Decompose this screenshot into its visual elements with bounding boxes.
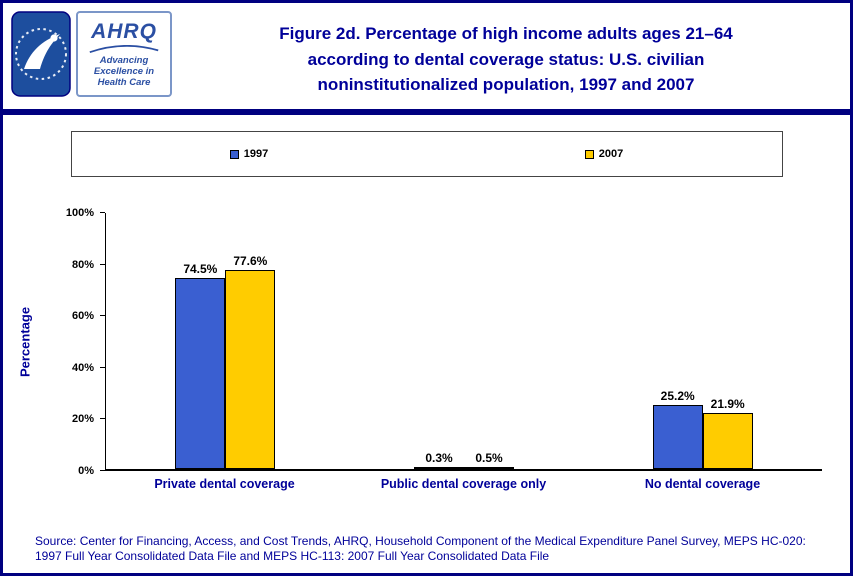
y-tick-label: 80%: [71, 258, 94, 271]
bar-value-label: 0.3%: [425, 451, 453, 465]
logo-group: AHRQ Advancing Excellence in Health Care: [11, 11, 172, 97]
legend-label: 1997: [243, 148, 269, 160]
y-tick-mark: [100, 263, 105, 265]
x-category-label: Public dental coverage only: [380, 477, 547, 491]
x-category-label: No dental coverage: [644, 477, 761, 491]
ahrq-swoosh-icon: [89, 44, 159, 53]
legend-label: 2007: [598, 148, 624, 160]
figure-title-line: Figure 2d. Percentage of high income adu…: [279, 24, 733, 43]
x-axis-labels: Private dental coverage Public dental cov…: [105, 477, 822, 491]
y-tick-mark: [100, 470, 105, 471]
hhs-logo: [11, 11, 71, 97]
legend-item-1997: 1997: [72, 148, 427, 160]
bar-value-label: 21.9%: [710, 396, 745, 411]
y-axis: 0% 20% 40% 60% 80% 100%: [53, 207, 105, 477]
legend-swatch-2007: [584, 149, 594, 159]
y-tick-label: 40%: [71, 361, 94, 374]
ahrq-tagline-line: Excellence in: [93, 65, 155, 77]
bar-1997: 74.5%: [175, 262, 226, 469]
plot-row: 0% 20% 40% 60% 80% 100% 74.5% 77.6% 0.3% 0.5% 25.…: [53, 207, 822, 477]
bar-group: 0.3% 0.5%: [345, 213, 584, 469]
bar-2007: 21.9%: [702, 397, 753, 469]
y-tick-label: 20%: [71, 413, 94, 426]
source-note: Source: Center for Financing, Access, an…: [35, 533, 806, 564]
ahrq-tagline: Advancing Excellence in Health Care: [94, 55, 154, 89]
y-tick-label: 100%: [65, 207, 94, 219]
ahrq-tagline-line: Health Care: [97, 77, 151, 89]
ahrq-tagline-line: Advancing: [99, 54, 149, 66]
ahrq-logo: AHRQ Advancing Excellence in Health Care: [76, 11, 172, 97]
figure-title-line: according to dental coverage status: U.S…: [307, 49, 705, 69]
figure-title-line: noninstitutionalized population, 1997 an…: [317, 75, 695, 94]
legend-item-2007: 2007: [427, 148, 782, 160]
chart-legend: 1997 2007: [70, 131, 783, 177]
plot-area: 74.5% 77.6% 0.3% 0.5% 25.2% 21.9%: [105, 213, 822, 471]
y-tick-mark: [100, 418, 105, 420]
header-divider: [3, 109, 850, 115]
bar-group: 74.5% 77.6%: [106, 213, 345, 469]
bar-2007: 77.6%: [225, 254, 276, 469]
bar-chart: Percentage 0% 20% 40% 60% 80% 100% 74.5% 77.6%…: [3, 199, 850, 491]
bar-1997: 25.2%: [652, 389, 703, 469]
legend-swatch-1997: [229, 149, 239, 159]
bar-value-label: 0.5%: [475, 451, 503, 465]
bar-1997: 0.3%: [414, 451, 464, 469]
y-axis-title: Percentage: [17, 306, 33, 378]
bar-group: 25.2% 21.9%: [583, 213, 822, 469]
bar-2007: 0.5%: [464, 451, 514, 469]
y-tick-mark: [100, 212, 105, 213]
y-tick-mark: [100, 315, 105, 317]
bar-value-label: 25.2%: [660, 388, 695, 403]
y-tick-label: 60%: [71, 310, 94, 323]
y-tick-mark: [100, 366, 105, 368]
bar-value-label: 74.5%: [183, 262, 218, 277]
hhs-seal-icon: [11, 11, 71, 97]
figure-title: Figure 2d. Percentage of high income adu…: [172, 11, 840, 98]
y-tick-label: 0%: [78, 465, 94, 477]
x-category-label: Private dental coverage: [154, 477, 295, 491]
header: AHRQ Advancing Excellence in Health Care…: [3, 3, 850, 109]
bar-value-label: 77.6%: [233, 254, 268, 269]
ahrq-logo-text: AHRQ: [91, 19, 157, 43]
